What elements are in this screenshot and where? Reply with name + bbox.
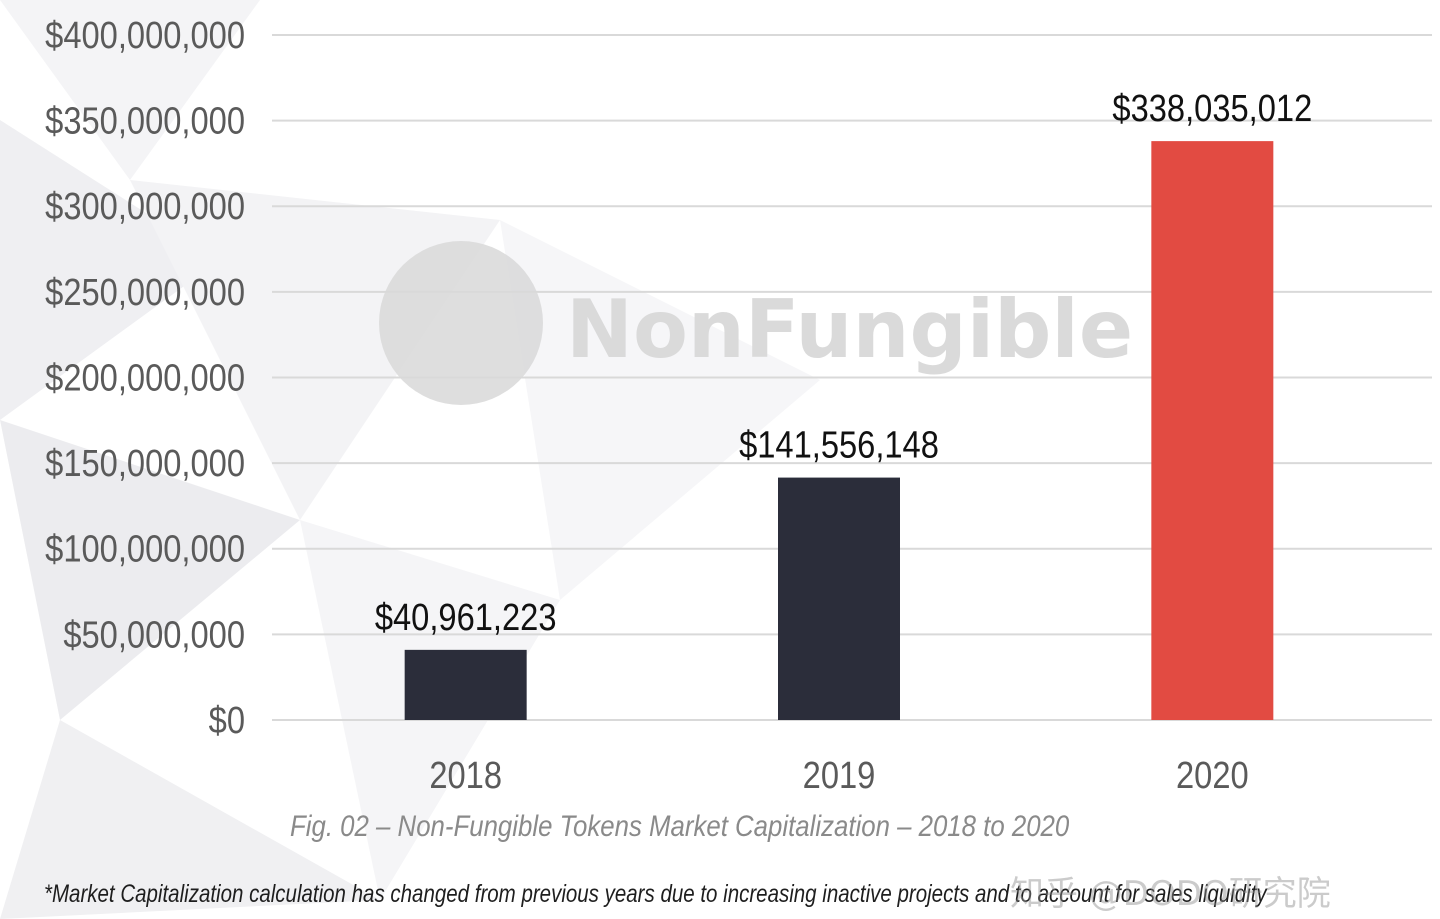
y-tick-label: $0: [209, 699, 245, 742]
source-watermark: 知乎 @DODO研究院: [1010, 874, 1331, 914]
x-tick-label: 2018: [429, 754, 502, 797]
data-label-2020: $338,035,012: [1112, 87, 1312, 130]
y-tick-label: $200,000,000: [45, 356, 245, 399]
y-tick-label: $300,000,000: [45, 185, 245, 228]
figure-caption: Fig. 02 – Non-Fungible Tokens Market Cap…: [290, 810, 1070, 843]
y-tick-label: $150,000,000: [45, 442, 245, 485]
nonfungible-watermark: NonFungible: [379, 241, 1133, 405]
y-axis-tick-labels: $0 $50,000,000 $100,000,000 $150,000,000 $20…: [45, 14, 245, 742]
x-axis-tick-labels: 2018 2019 2020: [429, 754, 1248, 797]
data-labels: $40,961,223 $141,556,148 $338,035,012: [375, 87, 1312, 639]
bar-2019: [778, 477, 900, 720]
y-tick-label: $50,000,000: [63, 613, 245, 656]
data-label-2019: $141,556,148: [739, 423, 939, 466]
y-tick-label: $250,000,000: [45, 271, 245, 314]
y-tick-label: $400,000,000: [45, 14, 245, 57]
bar-series: [404, 141, 1274, 720]
y-tick-label: $100,000,000: [45, 527, 245, 570]
y-tick-label: $350,000,000: [45, 99, 245, 142]
x-tick-label: 2020: [1176, 754, 1249, 797]
bar-2020: [1151, 141, 1274, 720]
data-label-2018: $40,961,223: [375, 596, 557, 639]
watermark-logo-icon: [379, 241, 543, 405]
watermark-text: NonFungible: [566, 283, 1133, 376]
bar-2018: [404, 649, 527, 720]
x-tick-label: 2019: [803, 754, 876, 797]
footnote: *Market Capitalization calculation has c…: [44, 880, 1267, 908]
